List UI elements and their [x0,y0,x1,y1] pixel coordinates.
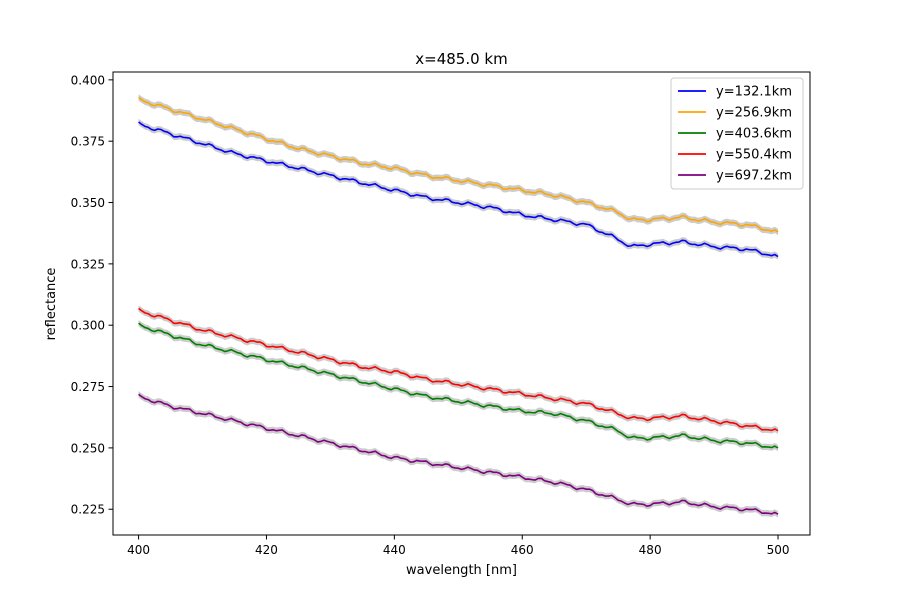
error-band-2 [138,319,779,452]
error-band-0 [138,118,779,260]
y-tick-label: 0.400 [71,73,105,87]
y-tick-label: 0.275 [71,380,105,394]
x-axis: 400 420 440 460 480 500 [127,535,789,557]
x-tick-label: 420 [255,543,278,557]
legend-entry-4: y=697.2km [716,169,792,184]
legend-entry-3: y=550.4km [716,148,792,163]
chart-title: x=485.0 km [415,50,507,68]
x-tick-label: 400 [127,543,150,557]
series-line-4 [138,393,779,515]
x-tick-label: 500 [767,543,790,557]
legend-entry-0: y=132.1km [716,85,792,100]
series-line-0 [138,121,779,258]
x-tick-label: 440 [383,543,406,557]
error-band-1 [138,94,779,236]
x-tick-label: 460 [511,543,534,557]
legend-box [670,77,804,190]
legend-entry-1: y=256.9km [716,106,792,121]
legend: y=132.1km y=256.9km y=403.6km y=550.4km y=69… [670,77,804,190]
y-tick-label: 0.325 [71,257,105,271]
x-axis-label: wavelength [nm] [406,563,517,578]
series-line-3 [138,307,779,432]
plot-frame [112,71,811,536]
y-tick-label: 0.350 [71,196,105,210]
y-axis-label: reflectance [44,268,59,341]
series-line-1 [138,96,779,233]
x-tick-label: 480 [639,543,662,557]
series-lines [138,96,779,515]
y-tick-label: 0.250 [71,441,105,455]
legend-entry-2: y=403.6km [716,127,792,142]
error-band-4 [138,391,779,518]
series-line-2 [138,322,779,449]
y-axis: 0.225 0.250 0.275 0.300 0.325 0.350 0.375 0.400 [71,73,113,517]
y-tick-label: 0.375 [71,135,105,149]
y-tick-label: 0.225 [71,503,105,517]
y-tick-label: 0.300 [71,319,105,333]
